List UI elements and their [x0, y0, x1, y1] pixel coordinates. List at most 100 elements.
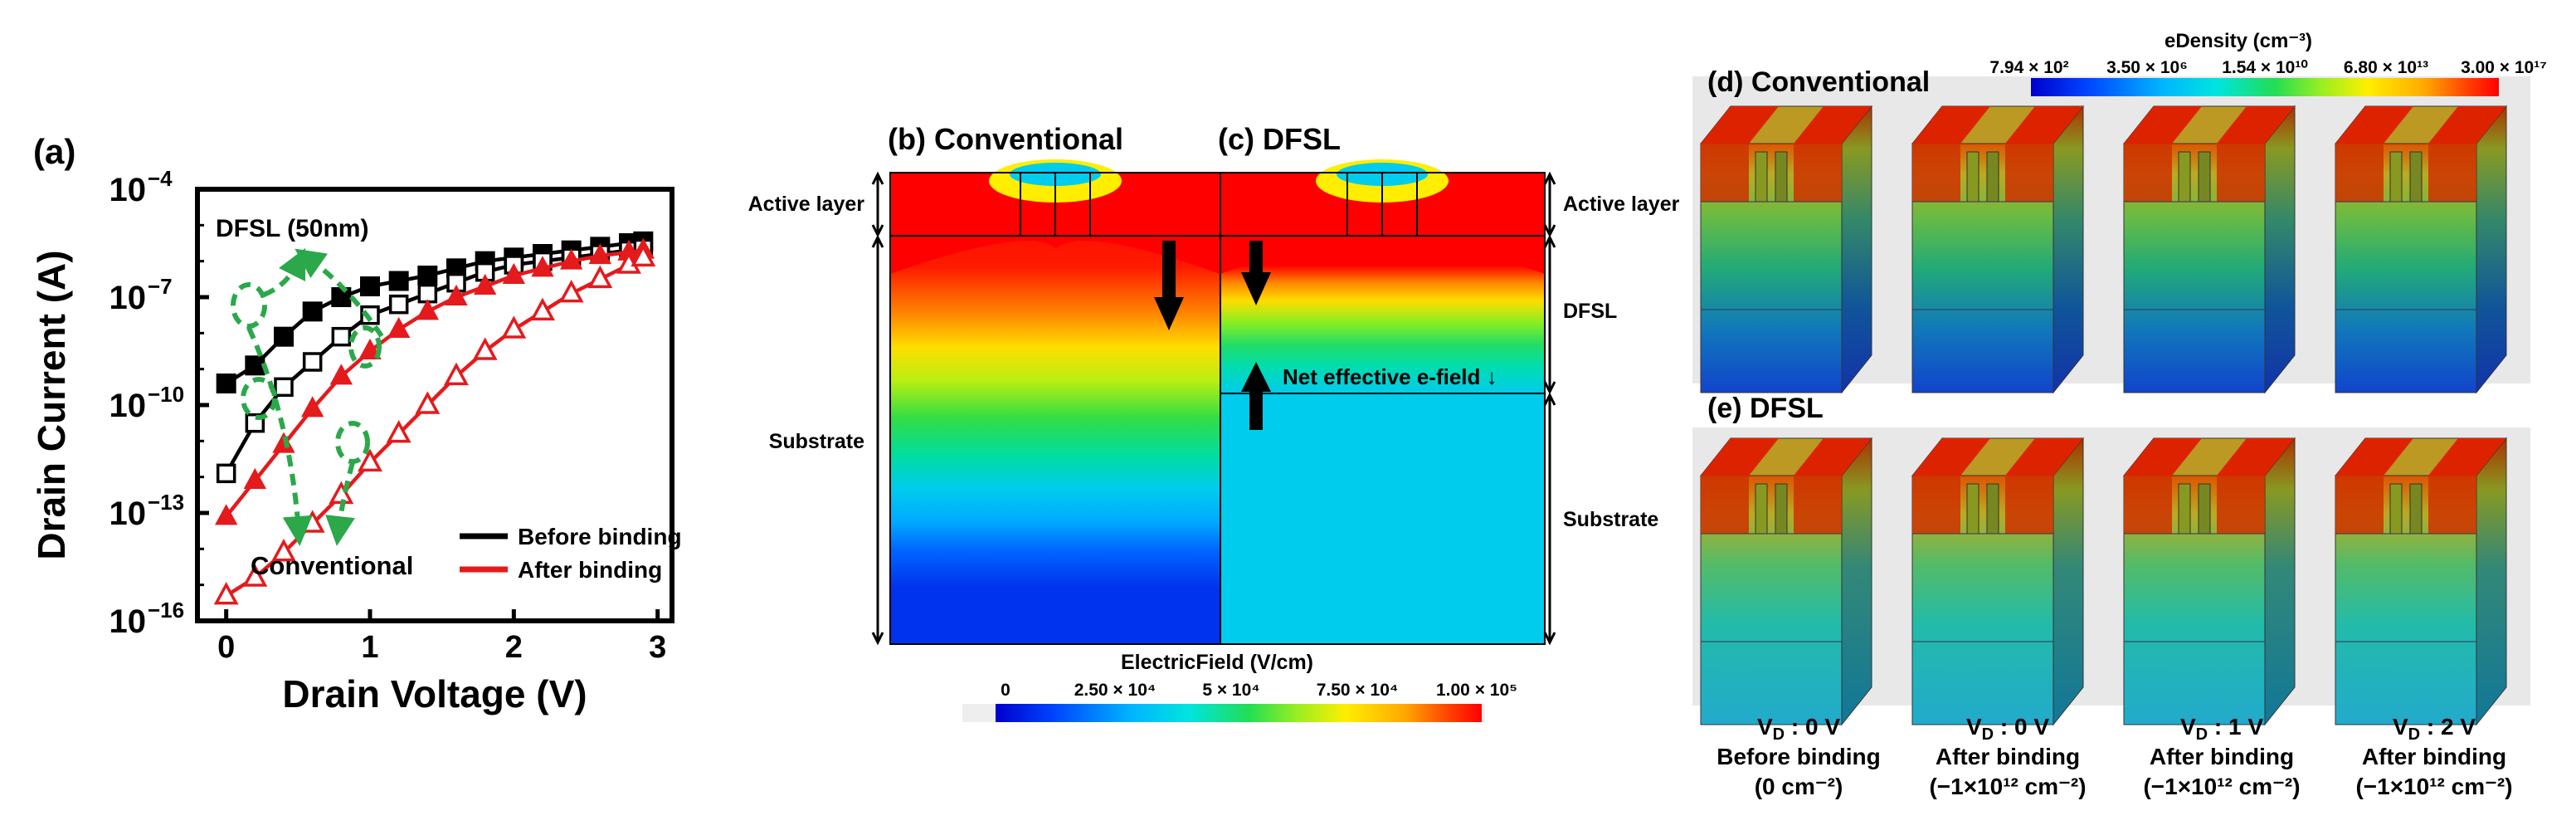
data-point [302, 301, 323, 322]
down-arrow-c [1241, 241, 1271, 305]
data-point [331, 287, 352, 307]
efield-colorbar-title: ElectricField (V/cm) [1121, 651, 1313, 674]
x-tick-label: 1 [361, 630, 378, 665]
edensity-tick-2: 1.54 × 10¹⁰ [2222, 58, 2308, 77]
arrow-down-2 [325, 461, 355, 546]
caption-4: VD : 2 V After binding (−1×10¹² cm⁻²) [2355, 714, 2512, 799]
y-tick-label: 10 [110, 172, 147, 208]
edensity-colorbar: eDensity (cm⁻³) 7.94 × 10² 3.50 × 10⁶ 1.… [1989, 30, 2547, 96]
panel-b-tag: (b) Conventional [888, 122, 1123, 156]
data-point [502, 262, 526, 284]
arrow-down-1 [246, 326, 313, 546]
data-point [530, 297, 555, 321]
series-line-0 [225, 239, 644, 385]
caption-1-state: Before binding [1717, 744, 1881, 769]
data-point [245, 355, 265, 376]
dfsl-cubes [1699, 437, 2508, 726]
data-point [417, 266, 438, 286]
data-point [302, 352, 323, 372]
caption-4-bias: VD : 2 V [2393, 714, 2476, 744]
panel-e: (e) DFSL [1692, 393, 2530, 726]
efield-tick-4: 1.00 × 10⁵ [1436, 681, 1517, 700]
right-layer-bracket [1543, 171, 1556, 646]
y-tick-exponent: −13 [148, 490, 184, 515]
caption-3-charge: (−1×10¹² cm⁻²) [2143, 774, 2300, 799]
x-tick-label: 0 [217, 630, 235, 665]
device-cube-d1 [1699, 105, 1873, 394]
panel-e-tag: (e) DFSL [1707, 393, 1824, 424]
data-point [360, 276, 380, 296]
circle-conv-before [241, 377, 277, 420]
data-point [242, 564, 268, 587]
data-point [472, 337, 498, 360]
y-axis-title: Drain Current (A) [30, 250, 73, 559]
conventional-cubes [1699, 105, 2508, 394]
arrow-up-2 [295, 248, 384, 338]
caption-2: VD : 0 V After binding (−1×10¹² cm⁻²) [1929, 714, 2086, 799]
caption-2-bias: VD : 0 V [1966, 714, 2049, 744]
caption-1: VD : 0 V Before binding (0 cm⁻²) [1717, 714, 1881, 799]
data-point [473, 273, 497, 295]
data-point [415, 391, 441, 414]
efield-tick-2: 5 × 10⁴ [1202, 681, 1259, 700]
data-point [387, 316, 411, 338]
data-point [444, 362, 469, 386]
device-cube-e1 [1699, 437, 1873, 726]
data-point [274, 377, 294, 398]
x-tick-label: 2 [505, 630, 523, 665]
data-point [388, 271, 409, 291]
circle-conv-after [335, 421, 370, 464]
device-cube-e4 [2334, 437, 2508, 726]
device-cube-d4 [2334, 105, 2508, 394]
data-point [631, 243, 656, 267]
legend-label-after: After binding [518, 557, 662, 583]
down-arrow-b [1154, 241, 1184, 330]
caption-3-state: After binding [2150, 744, 2294, 769]
y-tick-label: 10 [110, 496, 147, 532]
bias-captions: VD : 0 V Before binding (0 cm⁻²) VD : 0 … [1717, 714, 2512, 799]
data-point [216, 374, 236, 393]
efield-colorbar: ElectricField (V/cm) 0 2.50 × 10⁴ 5 × 10… [962, 651, 1517, 722]
efield-colorbar-gradient [996, 704, 1482, 722]
data-point [416, 299, 440, 320]
legend-label-before: Before binding [518, 524, 682, 549]
y-tick-exponent: −10 [148, 382, 184, 407]
panel-a-tag: (a) [33, 132, 75, 171]
data-point [501, 315, 527, 339]
y-tick-label: 10 [110, 603, 147, 640]
efield-tick-1: 2.50 × 10⁴ [1074, 681, 1157, 700]
data-point [331, 326, 352, 347]
data-point [559, 248, 583, 270]
edensity-colorbar-gradient [2031, 78, 2499, 96]
y-tick-label: 10 [110, 280, 147, 316]
edensity-tick-4: 3.00 × 10¹⁷ [2461, 58, 2547, 77]
device-cube-e2 [1911, 437, 2085, 726]
edensity-tick-0: 7.94 × 10² [1989, 58, 2068, 77]
dfsl-field-map-bottom [1220, 393, 1545, 644]
data-point [300, 396, 324, 418]
data-point [558, 280, 584, 303]
efield-tick-0: 0 [1001, 681, 1010, 700]
data-point [531, 256, 554, 277]
green-annotations [231, 247, 384, 546]
caption-1-bias: VD : 0 V [1757, 714, 1840, 744]
arrow-up-1 [262, 247, 306, 297]
edensity-tick-3: 6.80 × 10¹³ [2344, 58, 2428, 77]
data-point [213, 582, 239, 605]
caption-2-charge: (−1×10¹² cm⁻²) [1929, 774, 2086, 799]
y-tick-label: 10 [110, 388, 147, 424]
series-line-1 [224, 247, 644, 475]
data-point [386, 420, 411, 443]
circle-dfsl-after [348, 325, 382, 369]
conventional-label: Conventional [251, 551, 413, 580]
data-point [329, 364, 353, 385]
caption-4-charge: (−1×10¹² cm⁻²) [2355, 774, 2512, 799]
data-point [445, 284, 468, 305]
efield-tick-3: 7.50 × 10⁴ [1317, 681, 1399, 700]
data-point [358, 338, 382, 359]
data-point [587, 265, 613, 289]
device-cube-d2 [1911, 105, 2085, 394]
